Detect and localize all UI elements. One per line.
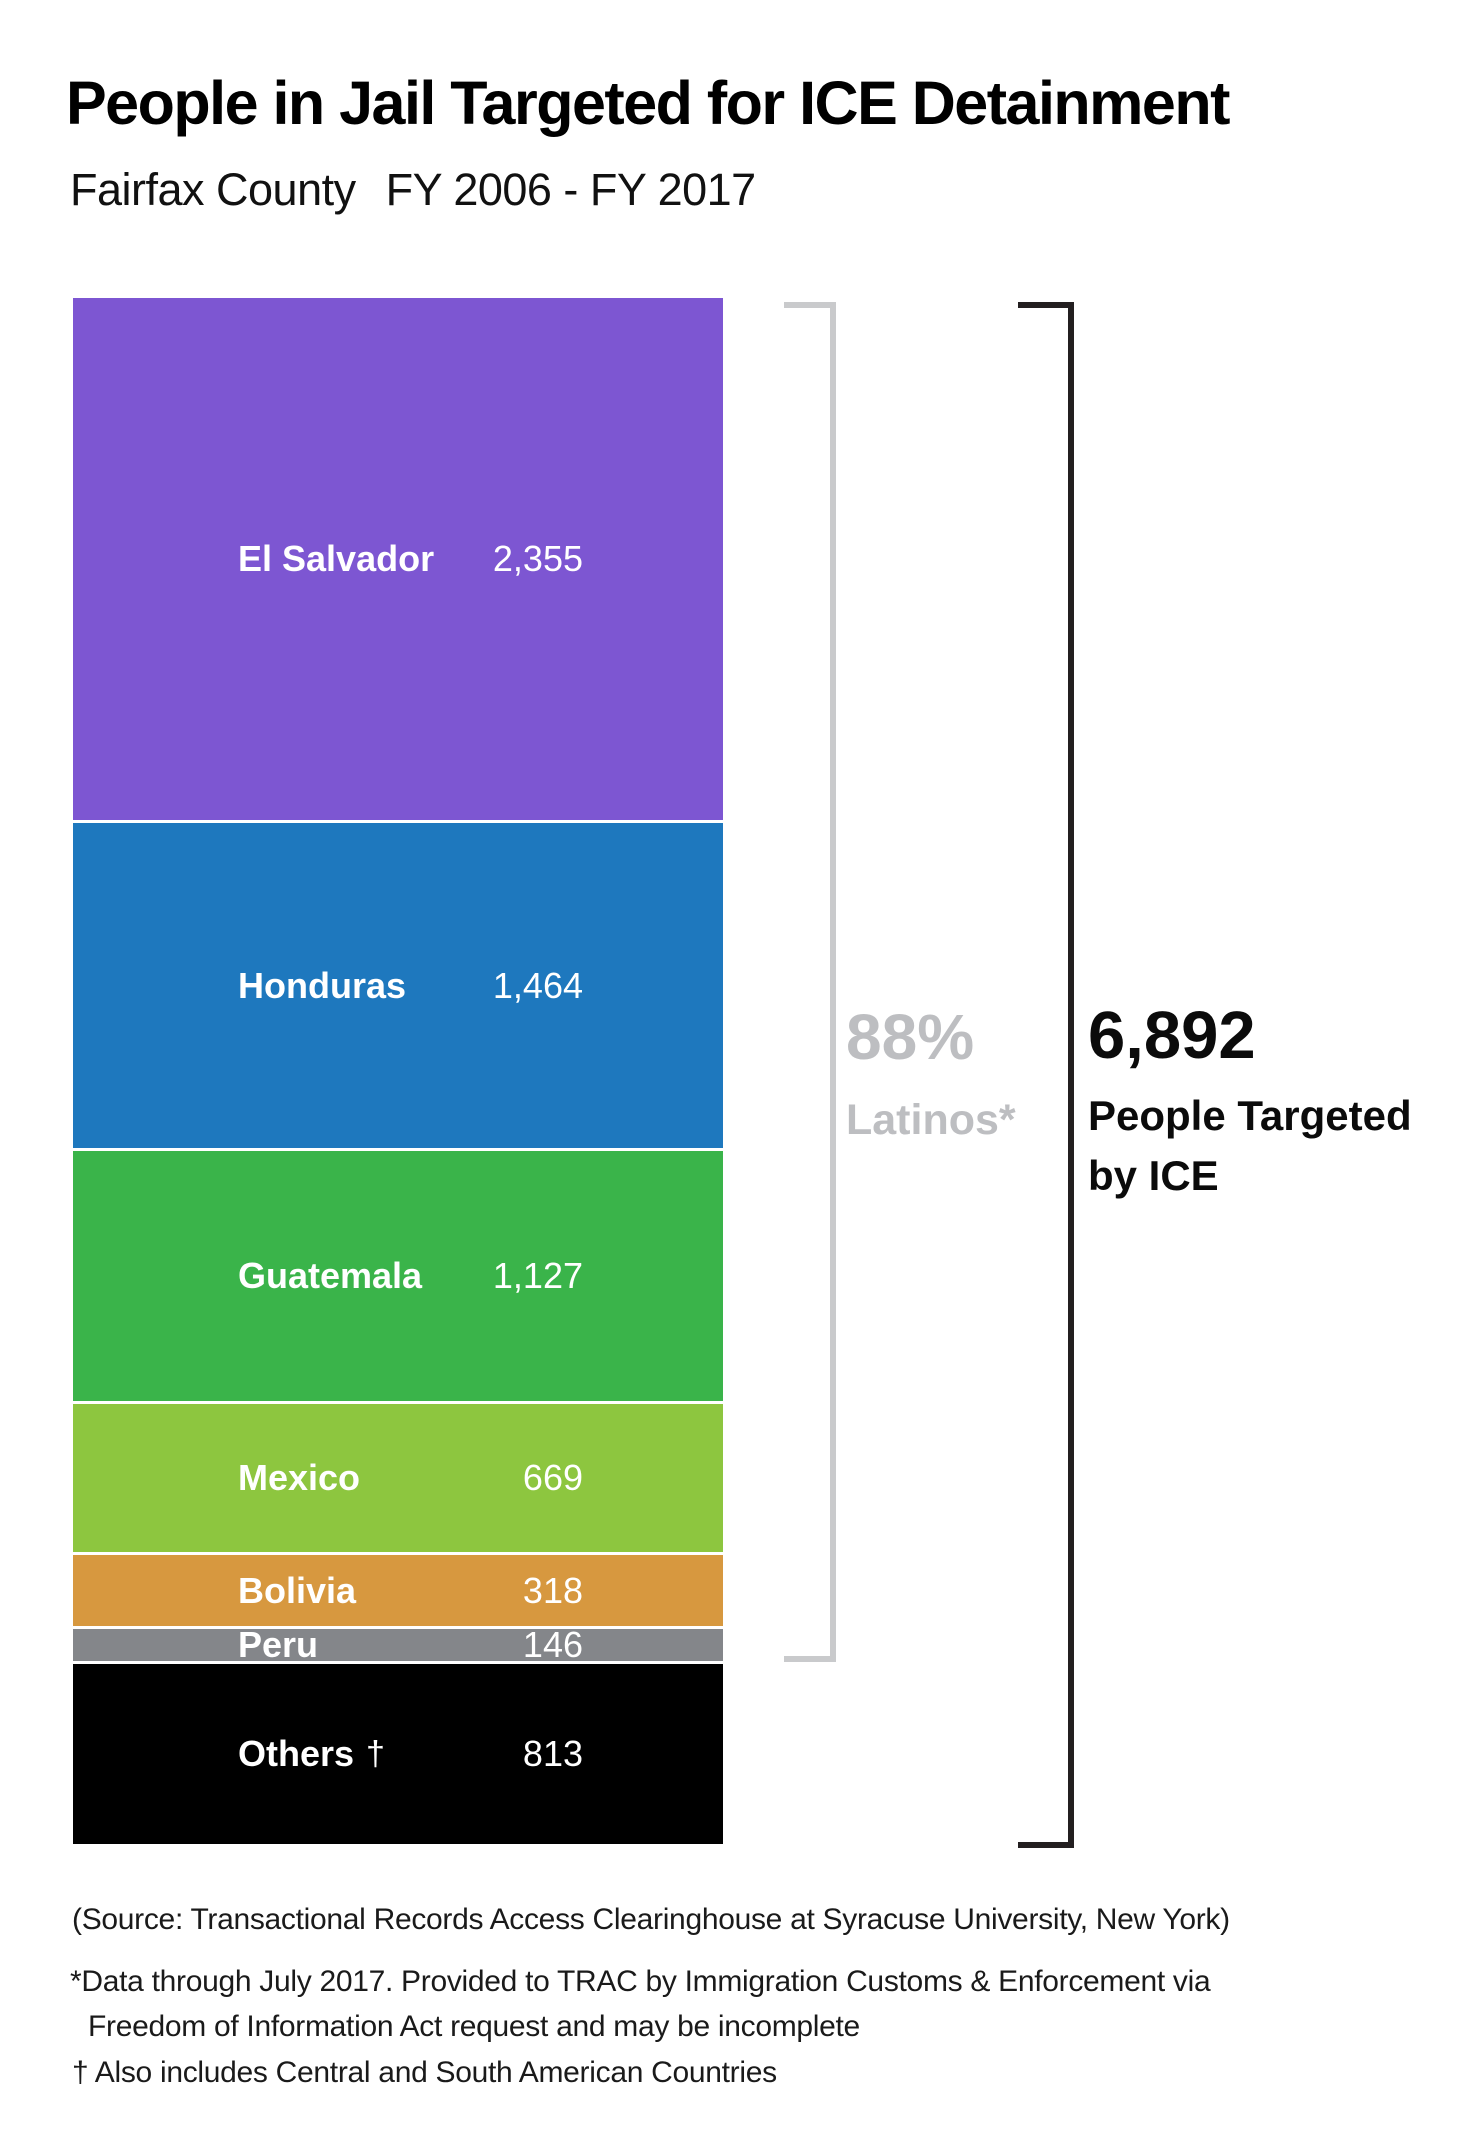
bar-segment-label: Mexico xyxy=(238,1457,361,1498)
bar-segment-value: 146 xyxy=(522,1624,583,1665)
total-caption-line1: People Targeted xyxy=(1088,1092,1412,1139)
bar-segment-mexico: Mexico 669 xyxy=(73,1404,723,1552)
subtitle-location: Fairfax County xyxy=(70,164,356,215)
stacked-bar-chart: El Salvador 2,355 Honduras 1,464 Guatemala 1,… xyxy=(73,298,723,1844)
total-bracket xyxy=(1018,302,1074,1848)
data-note-line1: *Data through July 2017. Provided to TRA… xyxy=(70,1965,1211,1998)
subtitle-period: FY 2006 - FY 2017 xyxy=(385,164,757,215)
dagger-note: † Also includes Central and South Americ… xyxy=(72,2056,777,2089)
latino-share-callout: 88% Latinos* xyxy=(846,1001,1016,1145)
latino-percent-label: Latinos* xyxy=(846,1096,1016,1144)
total-callout: 6,892 People Targeted by ICE xyxy=(1088,998,1412,1206)
bar-segment-label: Guatemala xyxy=(238,1255,423,1296)
bar-segment-others: Others † 813 xyxy=(73,1664,723,1844)
bar-segment-label: Honduras xyxy=(238,964,407,1006)
bar-segment-label: Peru xyxy=(238,1624,319,1665)
source-note: (Source: Transactional Records Access Cl… xyxy=(72,1903,1230,1936)
bar-segment-label: El Salvador xyxy=(238,538,435,579)
latino-percent-value: 88% xyxy=(846,1001,975,1073)
total-caption-line2: by ICE xyxy=(1088,1152,1219,1199)
data-note-line2: Freedom of Information Act request and m… xyxy=(88,2010,860,2043)
bar-segment-value: 2,355 xyxy=(492,538,583,579)
bar-segment-label: Others xyxy=(238,1733,355,1774)
bar-segment-value: 318 xyxy=(522,1569,583,1611)
page-title: People in Jail Targeted for ICE Detainme… xyxy=(66,69,1230,137)
bar-segment-label: Bolivia xyxy=(238,1569,357,1611)
bar-segment-value: 1,127 xyxy=(492,1255,583,1296)
page-subtitle: Fairfax County FY 2006 - FY 2017 xyxy=(70,164,756,216)
bar-segment-honduras: Honduras 1,464 xyxy=(73,823,723,1148)
total-value: 6,892 xyxy=(1088,998,1256,1073)
bar-segment-bolivia: Bolivia 318 xyxy=(73,1555,723,1626)
bar-segment-value: 1,464 xyxy=(492,964,583,1006)
bar-segment-el-salvador: El Salvador 2,355 xyxy=(73,298,723,820)
dagger-symbol: † xyxy=(366,1735,385,1773)
bar-segment-value: 669 xyxy=(522,1457,583,1498)
bar-segment-peru: Peru 146 xyxy=(73,1624,723,1665)
bar-segment-value: 813 xyxy=(522,1733,583,1774)
latino-share-bracket xyxy=(784,302,836,1662)
bar-segment-guatemala: Guatemala 1,127 xyxy=(73,1151,723,1401)
